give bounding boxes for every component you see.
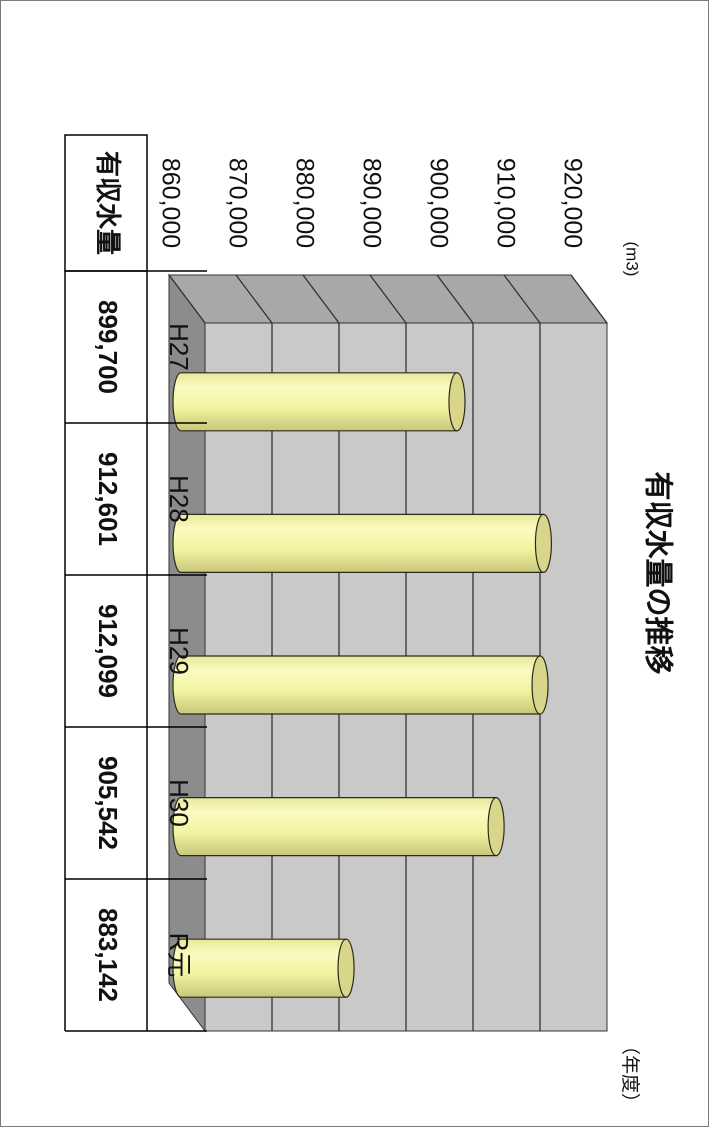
gridline-depth <box>570 274 608 324</box>
y-tick-label: 890,000 <box>357 158 385 248</box>
plot-area <box>168 273 608 1033</box>
bar-cap <box>487 796 505 857</box>
table-row-header: 有収水量 <box>93 151 123 255</box>
gridline-depth <box>168 274 206 324</box>
gridline-depth <box>235 274 273 324</box>
category-label: R元 <box>164 933 194 978</box>
data-table <box>64 134 207 1032</box>
table-value: 905,542 <box>93 756 123 850</box>
bar-H27 <box>172 372 458 432</box>
x-axis-label: （年度） <box>619 1036 641 1112</box>
gridline-depth <box>369 274 407 324</box>
table-value: 912,099 <box>93 604 123 698</box>
y-tick-label: 880,000 <box>290 158 318 248</box>
y-tick-label: 920,000 <box>558 158 586 248</box>
table-value: 912,601 <box>93 452 123 546</box>
gridline-depth <box>436 274 474 324</box>
gridline-depth <box>503 274 541 324</box>
y-tick-label: 910,000 <box>491 158 519 248</box>
bar-cap <box>337 938 355 998</box>
category-label: H28 <box>164 475 194 523</box>
bar-H30 <box>172 797 497 857</box>
category-label: H29 <box>164 627 194 675</box>
y-tick-label: 900,000 <box>424 158 452 248</box>
chart-labels: 860,000 870,000 880,000 890,000 900,000 910,0… <box>64 134 674 1112</box>
table-value: 899,700 <box>93 300 123 394</box>
bar-cap <box>531 655 549 715</box>
y-tick-label: 860,000 <box>156 158 184 248</box>
category-label: H30 <box>164 779 194 827</box>
bar-cap <box>448 372 466 432</box>
y-tick-label: 870,000 <box>223 158 251 248</box>
bar-H29 <box>172 655 541 715</box>
gridline-depth <box>302 274 340 324</box>
bar-cap <box>534 513 553 574</box>
chart-title: 有収水量の推移 <box>641 471 674 674</box>
unit-label: (m3) <box>623 242 642 277</box>
bar-R元 <box>172 938 347 998</box>
category-label: H27 <box>164 323 194 371</box>
table-value: 883,142 <box>93 908 123 1002</box>
bar-H28 <box>172 513 545 573</box>
